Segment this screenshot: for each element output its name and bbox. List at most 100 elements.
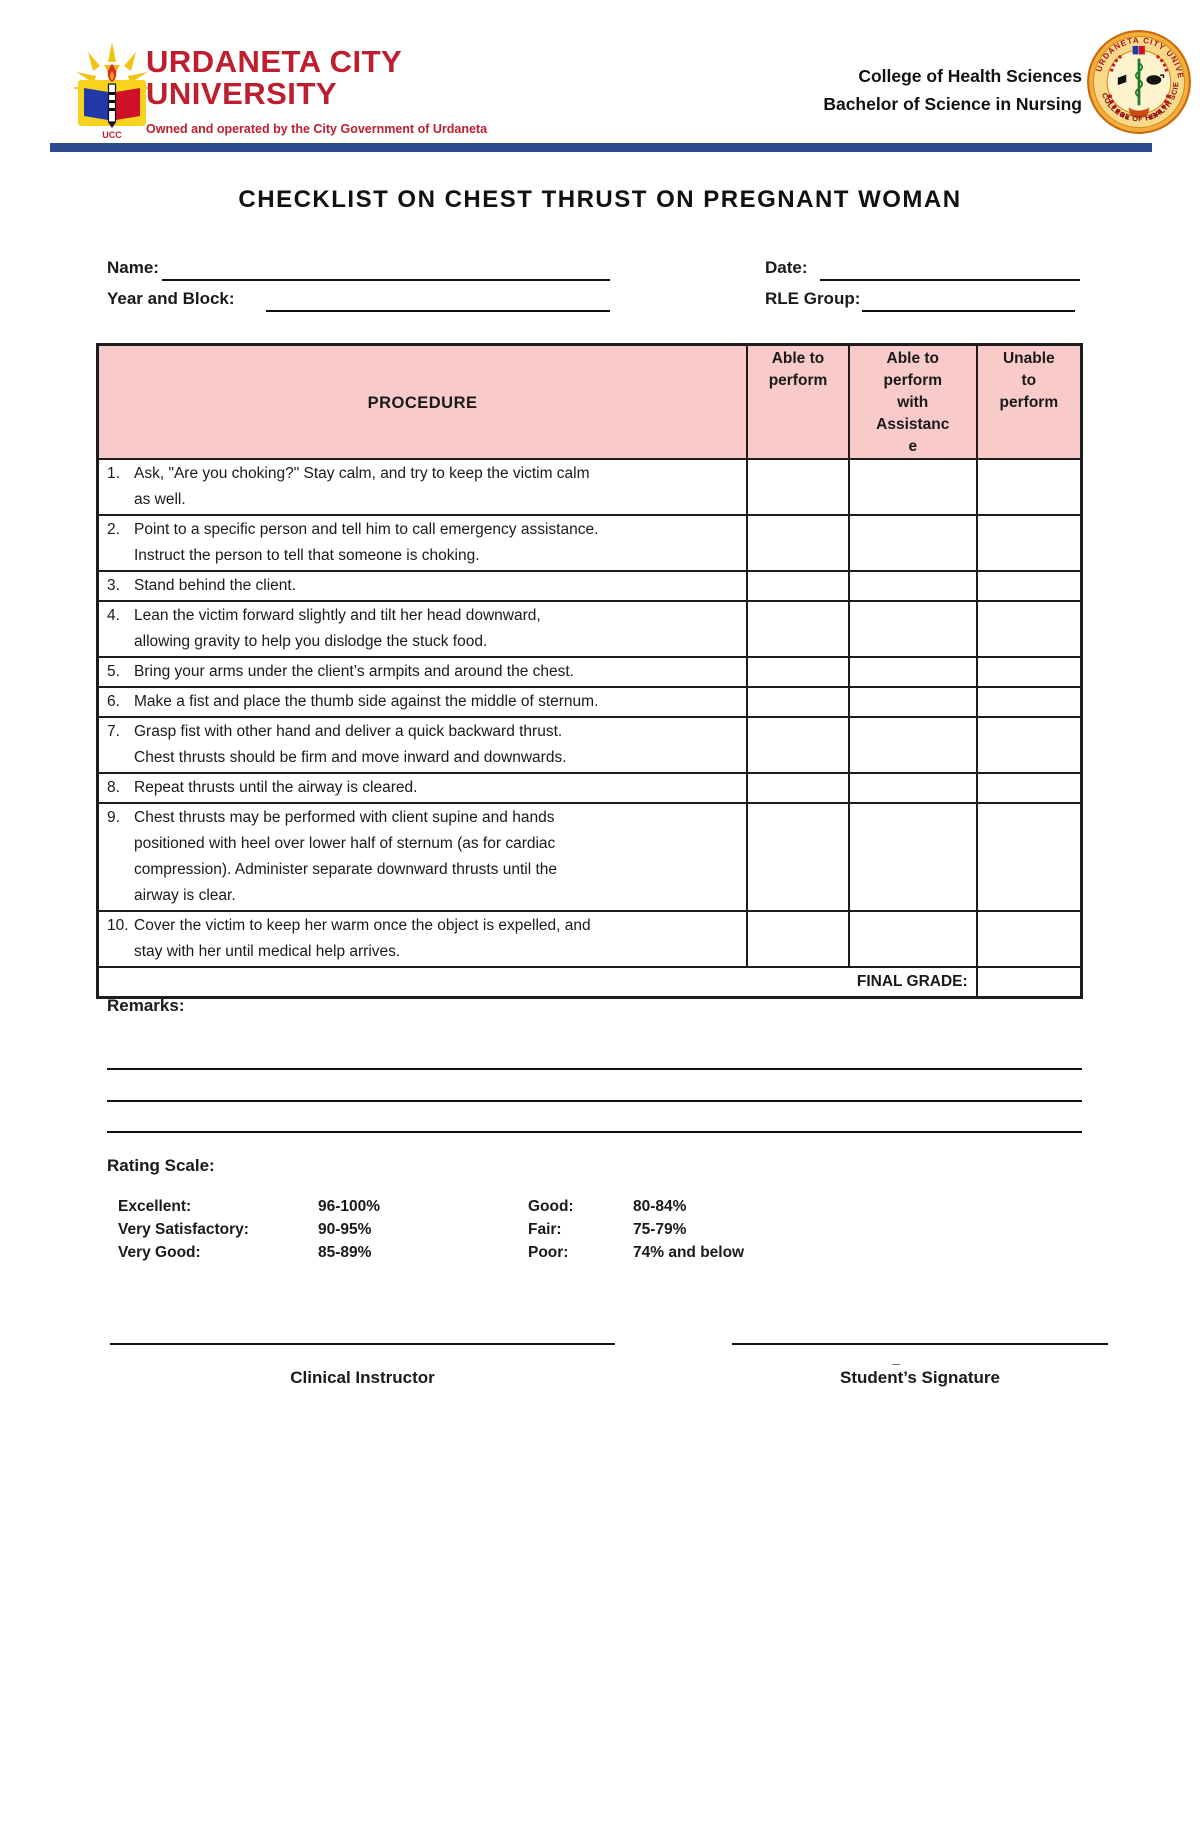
able-to-perform-cell[interactable] (746, 570, 850, 602)
unable-to-perform-cell[interactable] (975, 716, 1083, 774)
university-tagline: Owned and operated by the City Governmen… (146, 122, 488, 136)
unable-to-perform-cell[interactable] (975, 458, 1083, 516)
rating-label-left: Very Good: (118, 1244, 201, 1261)
table-row: 8. Repeat thrusts until the airway is cle… (96, 772, 1083, 804)
date-label: Date: (765, 258, 808, 277)
able-to-perform-cell[interactable] (746, 716, 850, 774)
name-label: Name: (107, 258, 159, 277)
rating-label-right: Poor: (528, 1244, 569, 1261)
able-with-assistance-cell[interactable] (847, 686, 978, 718)
college-name: College of Health Sciences (858, 66, 1082, 86)
procedure-cell: 1. Ask, "Are you choking?" Stay calm, and… (96, 458, 749, 516)
final-grade-row: FINAL GRADE: (96, 966, 1083, 999)
rating-label-left: Excellent: (118, 1198, 192, 1215)
table-row: 4. Lean the victim forward slightly and t… (96, 600, 1083, 658)
table-row: 1. Ask, "Are you choking?" Stay calm, and… (96, 458, 1083, 516)
procedure-text: Stand behind the client. (134, 577, 297, 594)
clinical-instructor-signature-line[interactable] (110, 1341, 615, 1345)
rle-group-label: RLE Group: (765, 289, 861, 308)
table-row: 3. Stand behind the client. (96, 570, 1083, 602)
rating-label-left: Very Satisfactory: (118, 1221, 249, 1238)
unable-to-perform-cell[interactable] (975, 600, 1083, 658)
remarks-write-line[interactable] (107, 1058, 1082, 1070)
row-number: 7. (107, 723, 120, 740)
able-to-perform-cell[interactable] (746, 910, 850, 968)
table-row: 9. Chest thrusts may be performed with cl… (96, 802, 1083, 912)
rating-label-right: Good: (528, 1198, 574, 1215)
page-title: CHECKLIST ON CHEST THRUST ON PREGNANT WO… (238, 186, 962, 213)
procedure-text: Make a fist and place the thumb side aga… (134, 693, 599, 710)
able-with-assistance-cell[interactable] (847, 910, 978, 968)
procedure-cell: 6. Make a fist and place the thumb side a… (96, 686, 749, 718)
unable-to-perform-cell[interactable] (975, 656, 1083, 688)
able-with-assistance-cell[interactable] (847, 802, 978, 912)
able-to-perform-cell[interactable] (746, 656, 850, 688)
unable-to-perform-cell[interactable] (975, 570, 1083, 602)
able-with-assistance-cell[interactable] (847, 600, 978, 658)
rating-label-right: Fair: (528, 1221, 562, 1238)
able-to-perform-cell[interactable] (746, 600, 850, 658)
able-to-perform-cell[interactable] (746, 686, 850, 718)
remarks-label: Remarks: (107, 996, 185, 1015)
header-divider-bar (50, 143, 1152, 152)
university-name-line2: UNIVERSITY (146, 76, 338, 111)
year-block-input-line[interactable] (266, 290, 610, 312)
college-block: College of Health Sciences Bachelor of S… (823, 62, 1082, 118)
procedure-cell: 2. Point to a specific person and tell hi… (96, 514, 749, 572)
able-with-assistance-cell[interactable] (847, 570, 978, 602)
procedure-text: Bring your arms under the client’s armpi… (134, 663, 574, 680)
rating-value-right: 74% and below (633, 1244, 745, 1261)
remarks-write-line[interactable] (107, 1121, 1082, 1133)
able-to-perform-cell[interactable] (746, 514, 850, 572)
table-row: 6. Make a fist and place the thumb side a… (96, 686, 1083, 718)
name-input-line[interactable] (162, 259, 610, 281)
remarks-write-line[interactable] (107, 1090, 1082, 1102)
procedure-text: Chest thrusts may be performed with clie… (134, 809, 558, 904)
table-header: PROCEDURE Able to perform Able to perfor… (96, 343, 1083, 460)
logo-caption: UCC (102, 130, 122, 140)
able-to-perform-cell[interactable] (746, 772, 850, 804)
clinical-instructor-label: Clinical Instructor (290, 1368, 435, 1387)
able-with-assistance-cell[interactable] (847, 458, 978, 516)
procedure-cell: 9. Chest thrusts may be performed with cl… (96, 802, 749, 912)
row-number: 5. (107, 663, 120, 680)
row-number: 1. (107, 465, 120, 482)
row-number: 6. (107, 693, 120, 710)
procedure-text: Grasp fist with other hand and deliver a… (134, 723, 567, 766)
unable-to-perform-cell[interactable] (975, 772, 1083, 804)
able-with-assistance-cell[interactable] (847, 656, 978, 688)
rating-value-left: 96-100% (318, 1198, 381, 1215)
row-number: 2. (107, 521, 120, 538)
student-signature-line[interactable] (732, 1341, 1108, 1345)
procedure-text: Point to a specific person and tell him … (134, 521, 599, 564)
procedure-text: Lean the victim forward slightly and til… (134, 607, 541, 650)
unable-to-perform-cell[interactable] (975, 514, 1083, 572)
date-input-line[interactable] (820, 259, 1080, 281)
able-with-assistance-cell[interactable] (847, 772, 978, 804)
procedure-table-body: 1. Ask, "Are you choking?" Stay calm, and… (96, 458, 1083, 968)
procedure-cell: 5. Bring your arms under the client’s arm… (96, 656, 749, 688)
column-header-procedure: PROCEDURE (96, 343, 749, 460)
torch-book-logo-graphic: UCC (72, 42, 152, 140)
unable-to-perform-cell[interactable] (975, 802, 1083, 912)
wrapped-underscore-artifact: _ (892, 1350, 901, 1367)
procedure-cell: 3. Stand behind the client. (96, 570, 749, 602)
year-block-label: Year and Block: (107, 289, 235, 308)
able-to-perform-cell[interactable] (746, 802, 850, 912)
able-with-assistance-cell[interactable] (847, 716, 978, 774)
procedure-cell: 7. Grasp fist with other hand and deliver… (96, 716, 749, 774)
able-to-perform-cell[interactable] (746, 458, 850, 516)
rating-scale-label: Rating Scale: (107, 1156, 215, 1175)
table-row: 5. Bring your arms under the client’s arm… (96, 656, 1083, 688)
final-grade-cell[interactable] (975, 966, 1083, 999)
unable-to-perform-cell[interactable] (975, 686, 1083, 718)
procedure-text: Ask, "Are you choking?" Stay calm, and t… (134, 465, 590, 508)
rating-value-left: 90-95% (318, 1221, 372, 1238)
able-with-assistance-cell[interactable] (847, 514, 978, 572)
rle-group-input-line[interactable] (862, 290, 1075, 312)
procedure-cell: 10. Cover the victim to keep her warm onc… (96, 910, 749, 968)
unable-to-perform-cell[interactable] (975, 910, 1083, 968)
final-grade-label: FINAL GRADE: (96, 966, 978, 999)
row-number: 9. (107, 809, 120, 826)
